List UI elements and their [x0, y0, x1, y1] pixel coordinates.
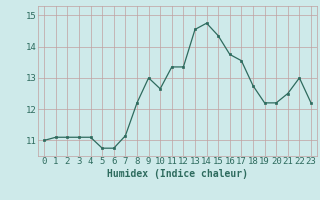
X-axis label: Humidex (Indice chaleur): Humidex (Indice chaleur): [107, 169, 248, 179]
